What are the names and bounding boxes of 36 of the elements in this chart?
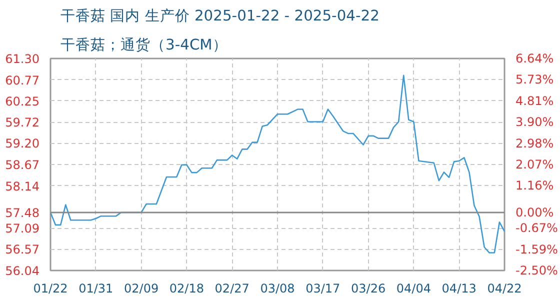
y2-tick-label: -0.67% xyxy=(516,221,558,236)
y-tick-label: 60.25 xyxy=(5,94,40,108)
x-tick-label: 01/22 xyxy=(33,282,68,296)
y2-tick-label: -2.50% xyxy=(516,264,558,278)
y2-tick-label: -1.59% xyxy=(516,242,558,256)
y-tick-label: 56.57 xyxy=(5,242,40,257)
x-tick-label: 03/17 xyxy=(306,282,340,296)
y2-tick-label: 1.16% xyxy=(516,178,554,193)
y2-tick-label: 6.64% xyxy=(516,52,554,66)
x-tick-label: 04/04 xyxy=(396,282,432,296)
y2-tick-label: 5.73% xyxy=(516,72,554,87)
y2-tick-label: 2.07% xyxy=(516,158,554,172)
x-tick-label: 03/08 xyxy=(260,282,295,296)
y-tick-label: 59.20 xyxy=(5,136,40,151)
y2-tick-label: 3.90% xyxy=(516,115,554,130)
y-tick-label: 58.14 xyxy=(5,179,40,194)
y2-tick-label: 4.81% xyxy=(516,94,554,108)
y-tick-label: 60.77 xyxy=(5,73,40,88)
y-tick-label: 58.67 xyxy=(5,158,40,172)
x-tick-label: 02/18 xyxy=(169,282,204,296)
y-tick-label: 59.72 xyxy=(5,116,40,130)
y-tick-label: 56.04 xyxy=(5,264,40,278)
chart-title: 干香菇 国内 生产价 2025-01-22 - 2025-04-22 xyxy=(60,8,380,24)
y-tick-label: 61.30 xyxy=(5,52,40,66)
line-series xyxy=(50,74,504,254)
x-tick-label: 01/31 xyxy=(78,282,114,296)
x-tick-label: 02/27 xyxy=(214,282,250,296)
x-tick-label: 03/26 xyxy=(351,282,386,296)
y-tick-label: 57.48 xyxy=(5,206,40,220)
x-tick-label: 04/22 xyxy=(487,282,522,296)
x-tick-label: 02/09 xyxy=(124,282,159,296)
y2-tick-label: 2.98% xyxy=(516,136,554,150)
chart-subtitle: 干香菇；通货（3-4CM） xyxy=(60,36,228,54)
y-tick-label: 57.09 xyxy=(5,222,40,236)
x-tick-label: 04/13 xyxy=(442,282,476,296)
y2-tick-label: 0.00% xyxy=(516,206,554,220)
